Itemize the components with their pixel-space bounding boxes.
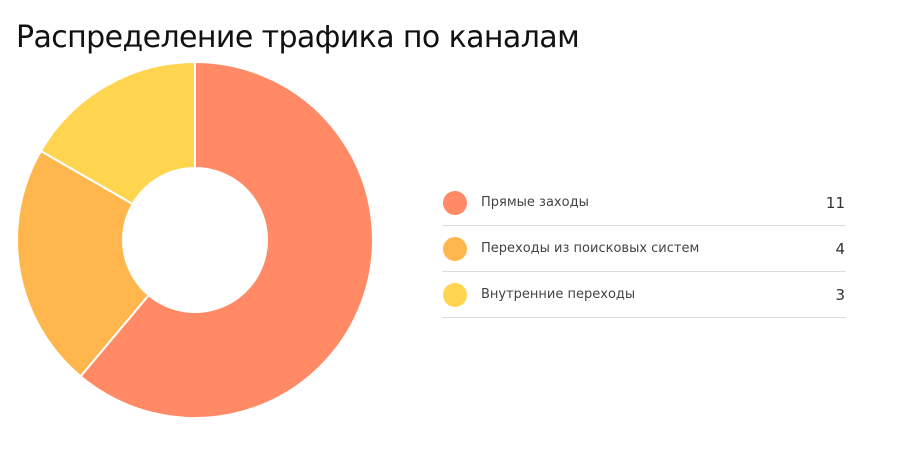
legend-value-direct: 11 — [825, 193, 845, 212]
chart-legend: Прямые заходы 11 Переходы из поисковых с… — [442, 180, 846, 318]
legend-swatch-search — [443, 236, 467, 261]
legend-label-internal: Внутренние переходы — [481, 287, 636, 302]
legend-item-internal[interactable]: Внутренние переходы 3 — [442, 272, 846, 318]
legend-value-search: 4 — [835, 239, 845, 258]
donut-slice-search[interactable] — [16, 149, 151, 378]
legend-swatch-internal — [443, 282, 467, 307]
legend-label-search: Переходы из поисковых систем — [481, 241, 700, 256]
legend-item-direct[interactable]: Прямые заходы 11 — [442, 180, 846, 226]
donut-slice-internal[interactable] — [39, 60, 196, 206]
legend-label-direct: Прямые заходы — [481, 195, 589, 210]
legend-item-search[interactable]: Переходы из поисковых систем 4 — [442, 226, 846, 272]
legend-swatch-direct — [443, 190, 467, 215]
donut-slice-direct[interactable] — [79, 60, 374, 419]
chart-title: Распределение трафика по каналам — [16, 20, 580, 55]
legend-value-internal: 3 — [835, 285, 845, 304]
